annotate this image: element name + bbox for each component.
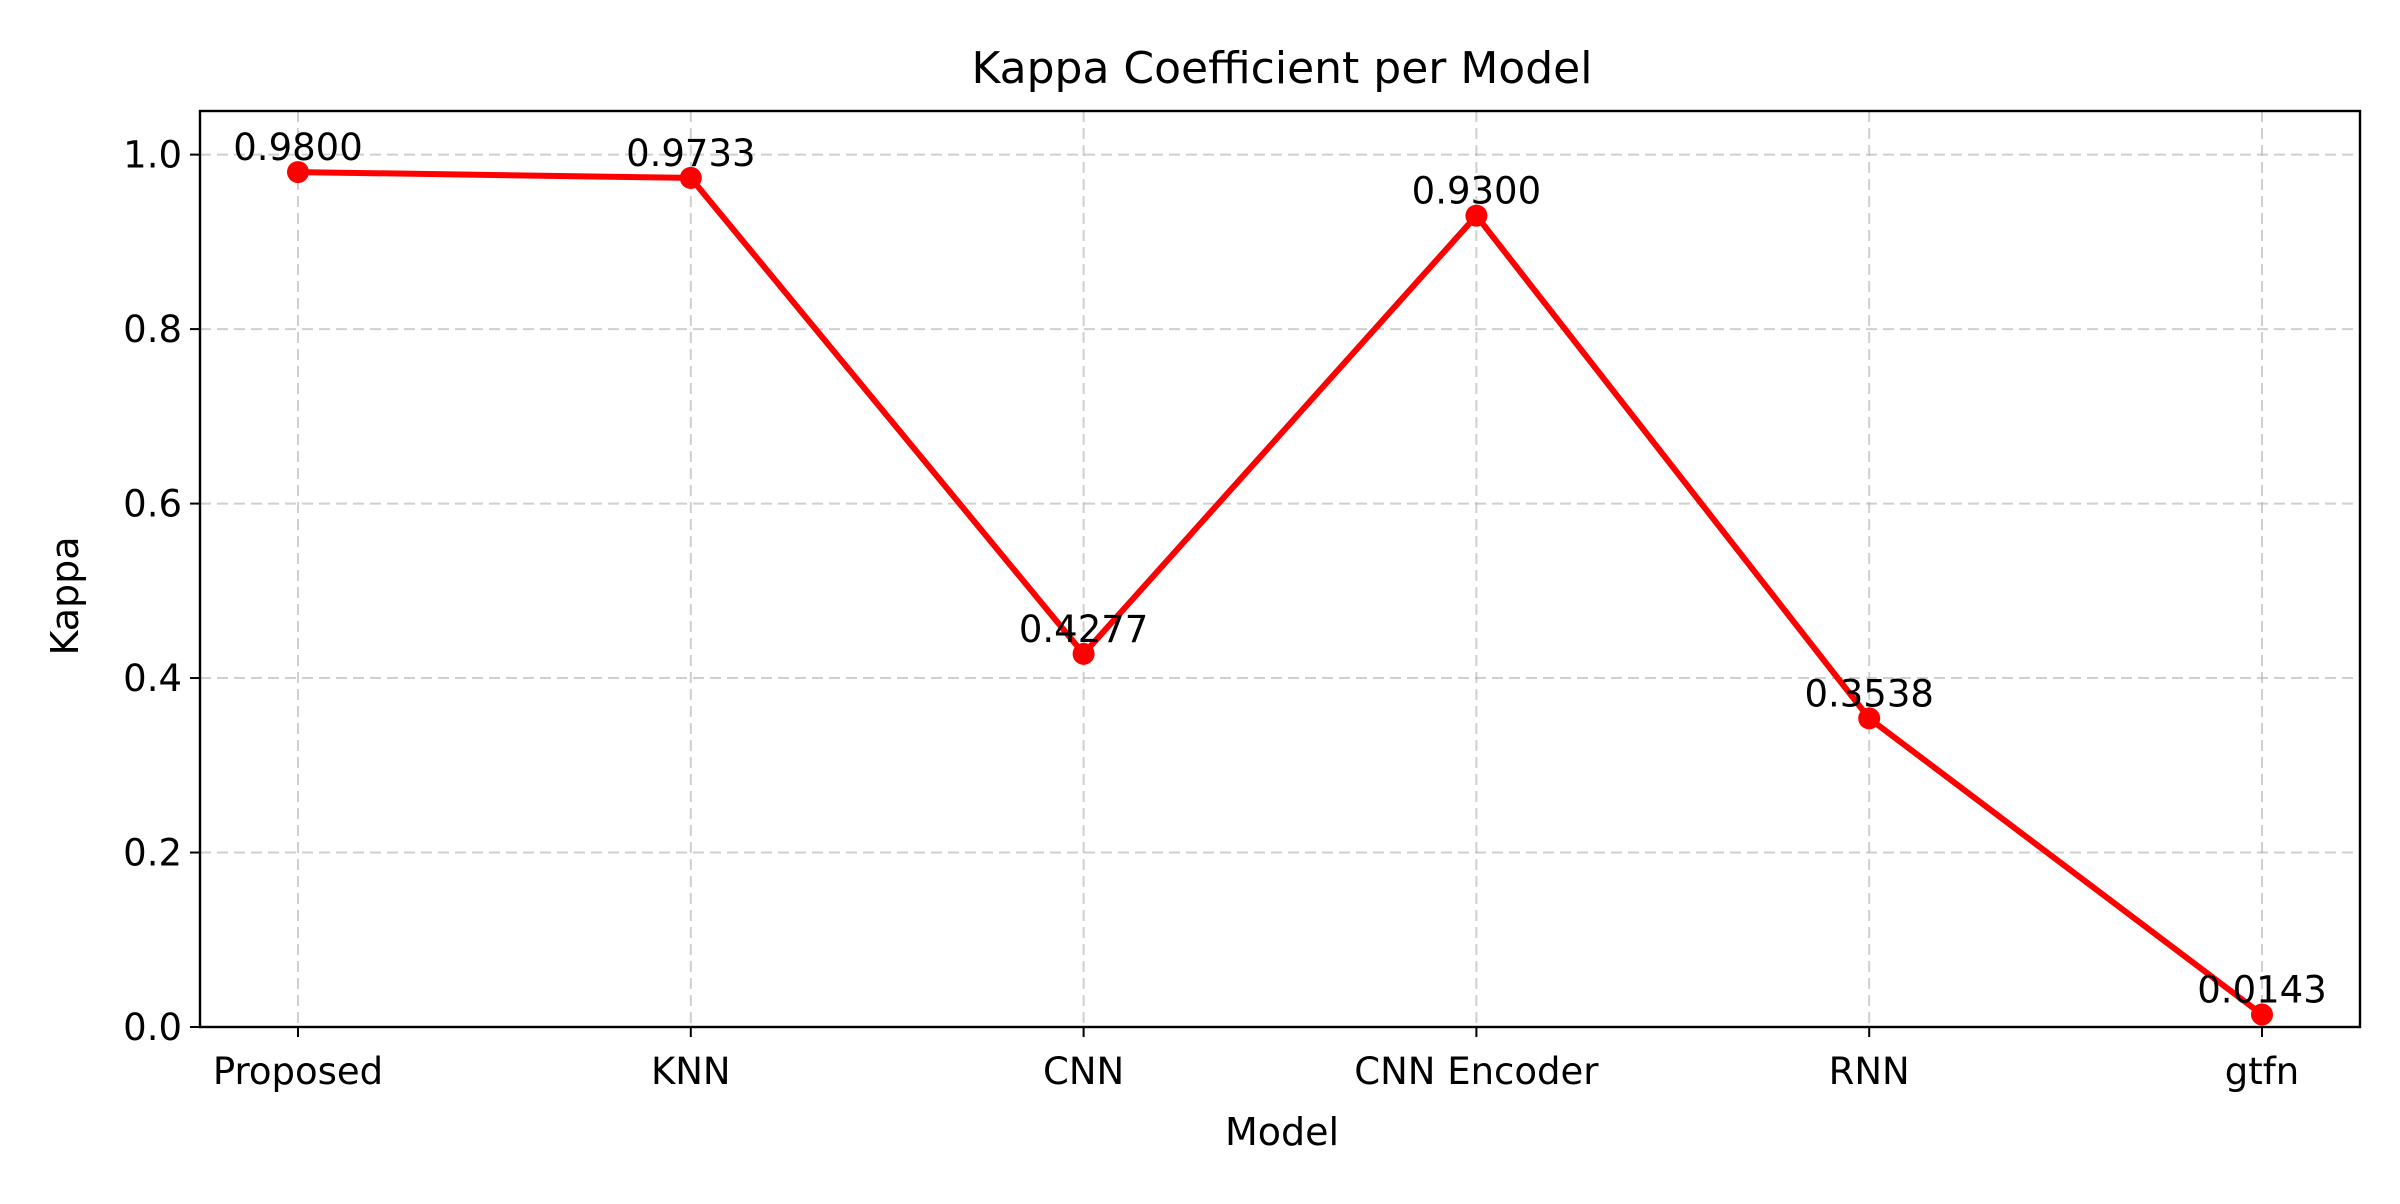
data-labels-layer: 0.9800 0.9733 0.4277 0.9300 0.3538 0.0143 [233,126,2326,1011]
x-tick-label: CNN [1043,1050,1124,1093]
x-tick-label: gtfn [2225,1050,2299,1093]
chart-title: Kappa Coefficient per Model [972,43,1593,94]
y-tick-label: 0.0 [123,1006,182,1049]
data-point [1072,642,1095,665]
y-tick-label: 0.6 [123,483,182,526]
data-point [1465,204,1488,227]
series-line [295,169,2265,1018]
data-point [2251,1003,2273,1026]
x-axis-label: Model [1225,1110,1339,1154]
y-tick-label: 0.2 [123,832,182,875]
data-point [679,166,702,189]
x-tick-label: Proposed [213,1050,383,1093]
data-point [1858,707,1881,730]
y-tick-label: 0.8 [123,308,182,351]
data-label: 0.9300 [1412,170,1541,213]
y-tick-label: 1.0 [123,134,182,177]
x-tick-label: CNN Encoder [1354,1050,1599,1093]
y-tick-label: 0.4 [123,657,182,700]
data-label: 0.3538 [1804,672,1933,715]
axes-frame [198,109,2362,1029]
y-axis-label: Kappa [43,536,87,655]
data-label: 0.0143 [2197,969,2326,1012]
data-label: 0.9800 [233,126,362,169]
series-layer [287,161,2273,1026]
data-point [287,161,309,184]
data-label: 0.4277 [1019,608,1148,651]
data-label: 0.9733 [626,132,755,175]
axes-layer: Proposed KNN CNN CNN Encoder RNN gtfn 0.0 0.2 0.… [123,109,2362,1093]
x-tick-label: KNN [651,1050,731,1093]
x-tick-label: RNN [1829,1050,1910,1093]
